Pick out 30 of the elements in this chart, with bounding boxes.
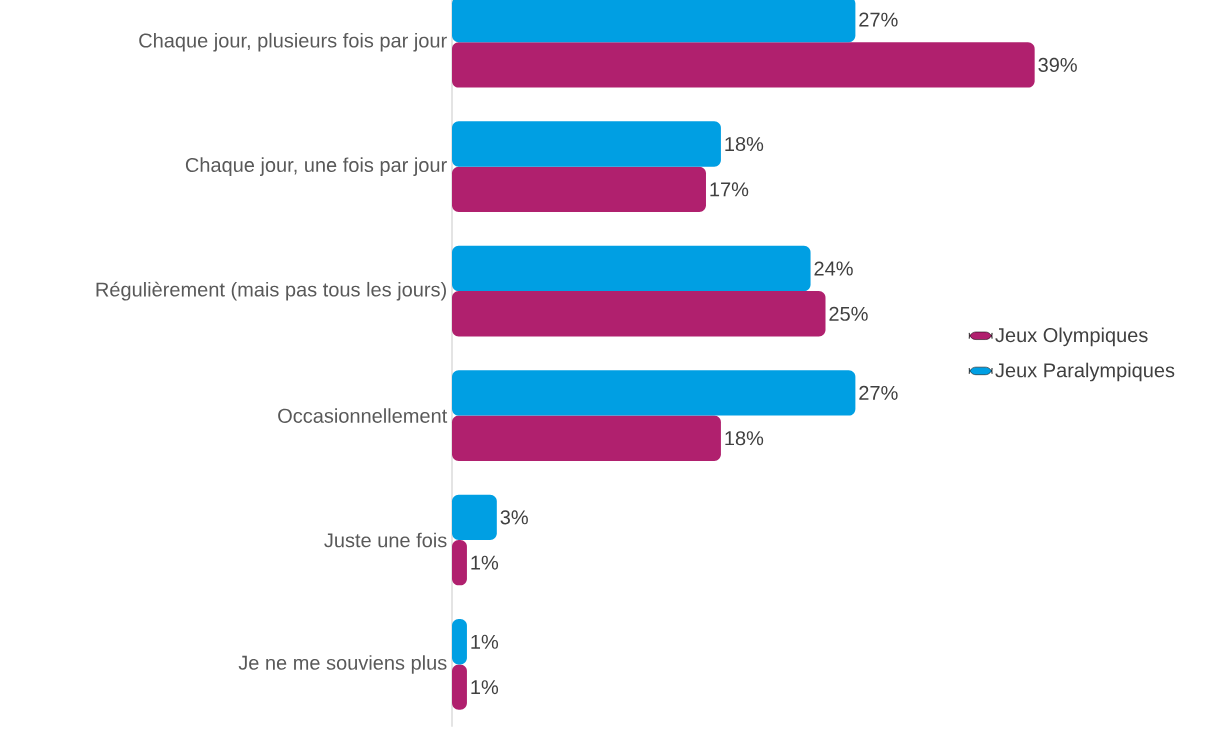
legend-label: Jeux Paralympiques <box>995 362 1175 382</box>
y-tick-label: Je ne me souviens plus <box>238 655 447 674</box>
bar <box>452 166 706 213</box>
y-tick-label: Chaque jour, plusieurs fois par jour <box>139 32 447 52</box>
data-label: 1% <box>471 680 499 695</box>
y-tick-label: Régulièrement (mais pas tous les jours) <box>96 281 446 301</box>
data-label: 18% <box>725 136 764 152</box>
y-tick-label: Chaque jour, une fois par jour <box>185 157 447 176</box>
data-label: 1% <box>471 634 499 649</box>
bar <box>452 121 721 167</box>
bar <box>452 619 467 665</box>
data-label: 18% <box>725 431 764 446</box>
bar <box>452 245 811 292</box>
data-label: 27% <box>859 385 898 400</box>
y-tick-label: Occasionnellement <box>278 408 448 423</box>
bar <box>452 291 826 337</box>
bar <box>452 664 467 710</box>
bar <box>452 415 721 461</box>
data-label: 27% <box>859 12 898 27</box>
bar <box>452 540 467 586</box>
data-label: 1% <box>471 555 499 570</box>
data-label: 3% <box>500 510 528 525</box>
data-label: 39% <box>1038 57 1077 72</box>
y-tick-label: Juste une fois <box>324 532 447 548</box>
legend-label: Jeux Olympiques <box>995 327 1148 347</box>
bar <box>452 370 856 416</box>
data-label: 24% <box>814 261 853 276</box>
data-label: 17% <box>710 182 749 197</box>
bar <box>452 494 497 541</box>
data-label: 25% <box>829 306 868 321</box>
